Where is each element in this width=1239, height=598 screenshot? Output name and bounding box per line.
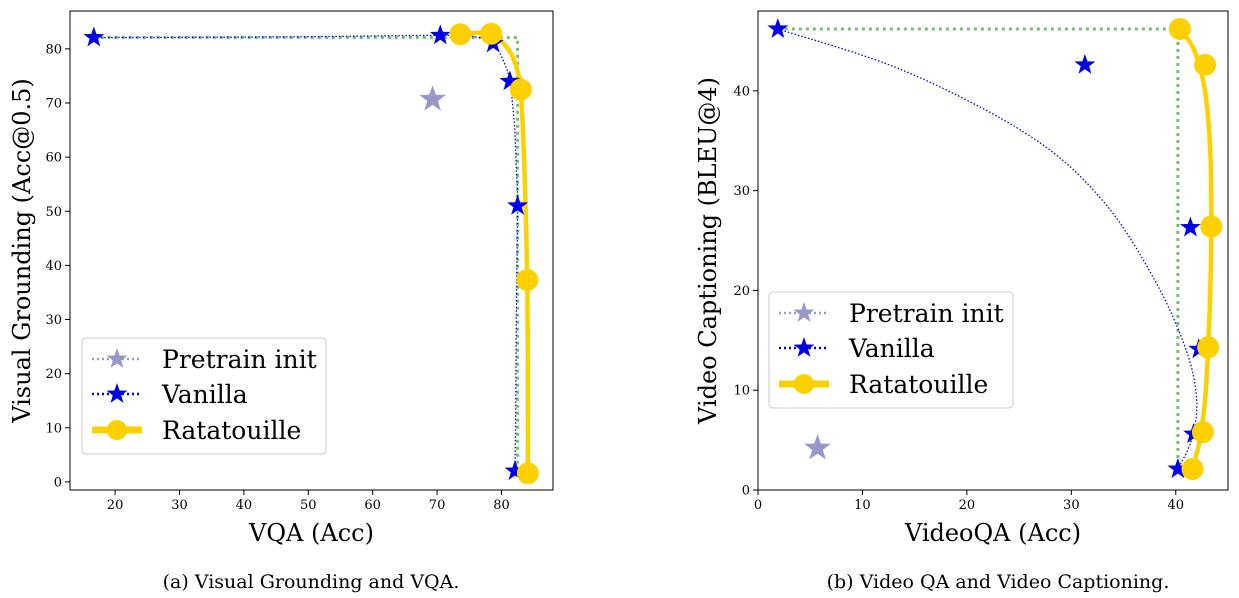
legend-pretrain-star (793, 302, 815, 322)
legend-ratatouille-label: Ratatouille (849, 370, 988, 399)
y-axis-label: Video Captioning (BLEU@4) (694, 77, 722, 425)
vanilla-point (507, 194, 529, 215)
ratatouille-point (1181, 458, 1204, 481)
caption-b: (b) Video QA and Video Captioning. (827, 571, 1170, 593)
legend-ratatouille-circle (794, 374, 814, 394)
legend-pretrain-star (106, 348, 128, 368)
vanilla-point (504, 460, 526, 480)
ratatouille-point (516, 462, 539, 485)
y-tick-label: 30 (733, 184, 750, 199)
x-axis-label: VideoQA (Acc) (904, 519, 1081, 547)
y-tick-label: 80 (45, 42, 62, 57)
ratatouille-point (509, 78, 532, 101)
legend-ratatouille-label: Ratatouille (162, 416, 301, 445)
x-tick-label: 40 (236, 498, 253, 513)
pretrain-point (804, 434, 831, 460)
x-axis-label: VQA (Acc) (248, 519, 374, 547)
ratatouille-point (449, 23, 472, 46)
x-tick-label: 20 (959, 498, 976, 513)
ratatouille-point (480, 22, 503, 45)
ratatouille-point (1194, 53, 1217, 76)
ratatouille-curve (458, 30, 531, 476)
x-tick-label: 30 (1063, 498, 1080, 513)
legend-ratatouille-circle (107, 420, 127, 440)
ratatouille-point (516, 268, 539, 291)
legend-vanilla-star (793, 337, 815, 357)
vanilla-point (83, 26, 105, 47)
legend: Pretrain init Vanilla Ratatouille (81, 337, 327, 455)
pretrain-point (419, 85, 446, 111)
x-tick-label: 0 (754, 498, 762, 513)
ratatouille-curve (1177, 26, 1214, 472)
x-tick-label: 30 (171, 498, 188, 513)
y-tick-label: 0 (742, 484, 750, 499)
legend-pretrain-label: Pretrain init (162, 345, 317, 374)
axes-frame (757, 10, 1229, 491)
y-tick-label: 60 (45, 151, 62, 166)
vanilla-point (1074, 53, 1096, 74)
y-tick-label: 40 (45, 259, 62, 274)
vanilla-point (429, 24, 451, 45)
legend-box (768, 291, 1014, 409)
legend-vanilla-star (106, 383, 128, 403)
legend-pretrain-label: Pretrain init (849, 299, 1004, 328)
x-tick-label: 60 (364, 498, 381, 513)
y-tick-label: 10 (733, 384, 750, 399)
x-tick-label: 50 (300, 498, 317, 513)
y-tick-label: 40 (733, 84, 750, 99)
chart-panel-2: 0 10 20 30 40 0 10 20 30 40 VideoQA (Acc) Video Cap… (694, 10, 1229, 547)
x-tick-label: 20 (107, 498, 124, 513)
legend-vanilla-label: Vanilla (848, 334, 935, 363)
vanilla-point (1167, 458, 1189, 478)
y-tick-label: 30 (45, 313, 62, 328)
vanilla-point (499, 70, 521, 91)
legend-box (81, 337, 327, 455)
vanilla-point (1179, 216, 1201, 237)
ratatouille-point (1197, 336, 1220, 359)
x-tick-label: 10 (854, 498, 871, 513)
caption-a: (a) Visual Grounding and VQA. (163, 571, 460, 593)
vanilla-point (767, 17, 789, 38)
legend-vanilla-label: Vanilla (161, 380, 248, 409)
ratatouille-point (1200, 215, 1223, 238)
axes-frame (69, 10, 554, 491)
x-tick-label: 80 (493, 498, 510, 513)
y-tick-label: 0 (54, 475, 62, 490)
y-axis-label: Visual Grounding (Acc@0.5) (8, 78, 36, 424)
legend: Pretrain init Vanilla Ratatouille (768, 291, 1014, 409)
y-tick-label: 20 (733, 284, 750, 299)
y-tick-label: 20 (45, 367, 62, 382)
x-tick-label: 70 (429, 498, 446, 513)
ratatouille-point (1191, 421, 1214, 444)
y-tick-label: 10 (45, 421, 62, 436)
ratatouille-point (1168, 17, 1191, 40)
y-tick-label: 50 (45, 205, 62, 220)
x-tick-label: 40 (1168, 498, 1185, 513)
y-tick-label: 70 (45, 97, 62, 112)
chart-panel-1: 20 30 40 50 60 70 80 0 10 20 30 40 50 60 70 80 VQA (Acc)… (8, 10, 554, 547)
